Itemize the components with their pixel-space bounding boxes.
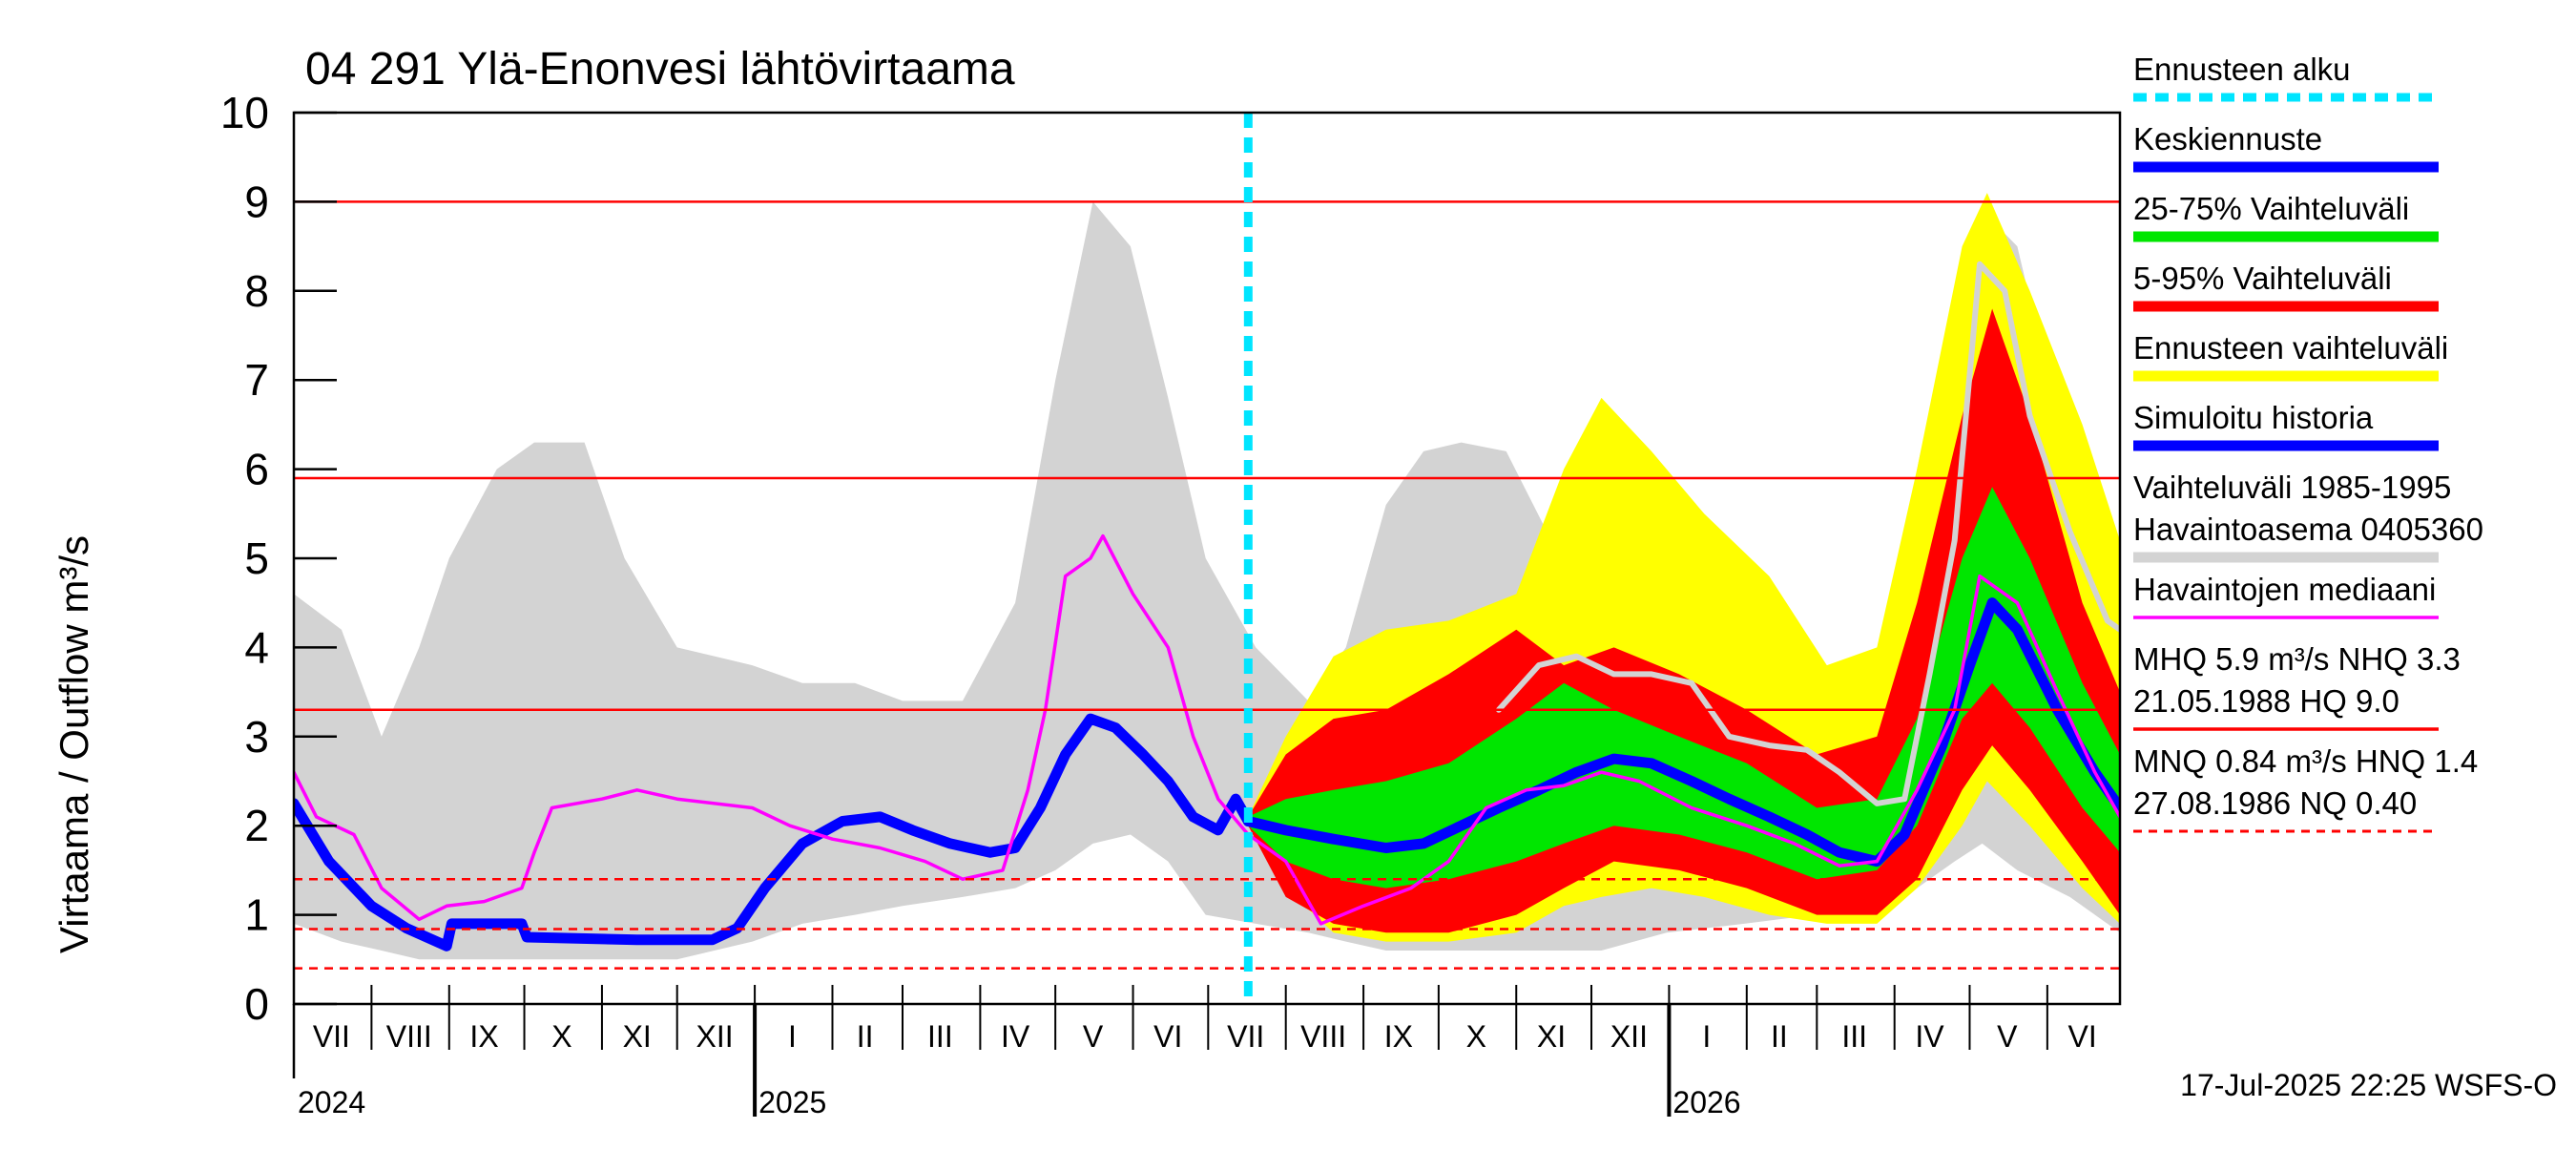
legend-label-secondary: 21.05.1988 HQ 9.0 <box>2133 683 2399 719</box>
legend-item-vaihteluv-li-1985-1995: Vaihteluväli 1985-1995 Havaintoasema 040… <box>2133 470 2483 563</box>
series-simuloitu-historia <box>294 713 1254 951</box>
legend-label: 5-95% Vaihteluväli <box>2133 261 2392 296</box>
legend-label: Ennusteen alku <box>2133 52 2351 87</box>
legend-item-mnq-0-84-m-s-hnq-1-4: MNQ 0.84 m³/s HNQ 1.4 27.08.1986 NQ 0.40 <box>2133 743 2478 833</box>
y-tick-label: 10 <box>220 88 269 137</box>
x-year-label: 2026 <box>1672 1085 1740 1119</box>
x-month-label: X <box>551 1019 571 1054</box>
timestamp-footer: 17-Jul-2025 22:25 WSFS-O <box>2180 1068 2557 1102</box>
x-year-label: 2024 <box>298 1085 365 1119</box>
x-month-label: VIII <box>1300 1019 1346 1054</box>
x-month-label: IX <box>1384 1019 1413 1054</box>
legend-item-simuloitu-historia: Simuloitu historia <box>2133 400 2439 451</box>
y-tick-label: 2 <box>244 801 269 850</box>
x-month-label: XI <box>623 1019 652 1054</box>
legend-item-25-75-vaihteluv-li: 25-75% Vaihteluväli <box>2133 191 2439 242</box>
x-month-label: II <box>1771 1019 1788 1054</box>
y-tick-label: 6 <box>244 445 269 494</box>
legend-label: MNQ 0.84 m³/s HNQ 1.4 <box>2133 743 2478 779</box>
x-year-label: 2025 <box>758 1085 826 1119</box>
legend-item-ennusteen-vaihteluv-li: Ennusteen vaihteluväli <box>2133 330 2448 382</box>
y-tick-label: 4 <box>244 622 269 672</box>
x-month-label: I <box>1702 1019 1711 1054</box>
y-tick-label: 1 <box>244 890 269 940</box>
x-month-label: III <box>1841 1019 1867 1054</box>
y-tick-label: 8 <box>244 266 269 316</box>
x-month-label: VI <box>2068 1019 2097 1054</box>
chart-title: 04 291 Ylä-Enonvesi lähtövirtaama <box>305 44 1015 94</box>
x-month-label: IV <box>1915 1019 1944 1054</box>
legend-label-secondary: Havaintoasema 0405360 <box>2133 512 2483 547</box>
legend-label: Havaintojen mediaani <box>2133 572 2436 607</box>
legend-label: Ennusteen vaihteluväli <box>2133 330 2448 366</box>
x-month-label: III <box>927 1019 953 1054</box>
y-tick-label: 5 <box>244 533 269 583</box>
legend-label: 25-75% Vaihteluväli <box>2133 191 2409 226</box>
y-axis-label: Virtaama / Outflow m³/s <box>52 535 96 953</box>
legend-item-havaintojen-mediaani: Havaintojen mediaani <box>2133 572 2439 619</box>
x-month-label: XII <box>696 1019 734 1054</box>
x-month-label: VI <box>1153 1019 1182 1054</box>
legend-item-keskiennuste: Keskiennuste <box>2133 121 2439 173</box>
legend-label-secondary: 27.08.1986 NQ 0.40 <box>2133 785 2417 821</box>
y-tick-label: 7 <box>244 355 269 405</box>
x-month-label: V <box>1997 1019 2018 1054</box>
x-month-label: I <box>788 1019 797 1054</box>
legend-label: Vaihteluväli 1985-1995 <box>2133 470 2451 505</box>
x-month-label: XI <box>1537 1019 1566 1054</box>
x-month-label: IV <box>1001 1019 1030 1054</box>
x-month-label: V <box>1083 1019 1104 1054</box>
plot-area <box>294 193 2120 960</box>
band-25-75-vaihteluv-li <box>1248 487 2120 889</box>
x-month-label: XII <box>1610 1019 1648 1054</box>
x-month-label: VII <box>313 1019 350 1054</box>
y-tick-label: 9 <box>244 177 269 226</box>
legend-item-mhq-5-9-m-s-nhq-3-3: MHQ 5.9 m³/s NHQ 3.3 21.05.1988 HQ 9.0 <box>2133 641 2461 731</box>
y-tick-label: 3 <box>244 712 269 762</box>
x-month-label: X <box>1466 1019 1486 1054</box>
series-keskiennuste <box>1242 597 2120 868</box>
legend-item-ennusteen-alku: Ennusteen alku <box>2133 52 2439 102</box>
y-tick-label: 0 <box>244 979 269 1029</box>
legend-label: Keskiennuste <box>2133 121 2322 157</box>
legend-label: Simuloitu historia <box>2133 400 2374 435</box>
legend-item-5-95-vaihteluv-li: 5-95% Vaihteluväli <box>2133 261 2439 312</box>
x-month-label: VII <box>1227 1019 1264 1054</box>
legend-label: MHQ 5.9 m³/s NHQ 3.3 <box>2133 641 2461 677</box>
x-month-label: II <box>857 1019 874 1054</box>
series-median-prior-year <box>1495 261 2120 806</box>
series-havaintojen-mediaani <box>294 533 2120 926</box>
x-month-label: IX <box>469 1019 498 1054</box>
x-month-label: VIII <box>386 1019 432 1054</box>
